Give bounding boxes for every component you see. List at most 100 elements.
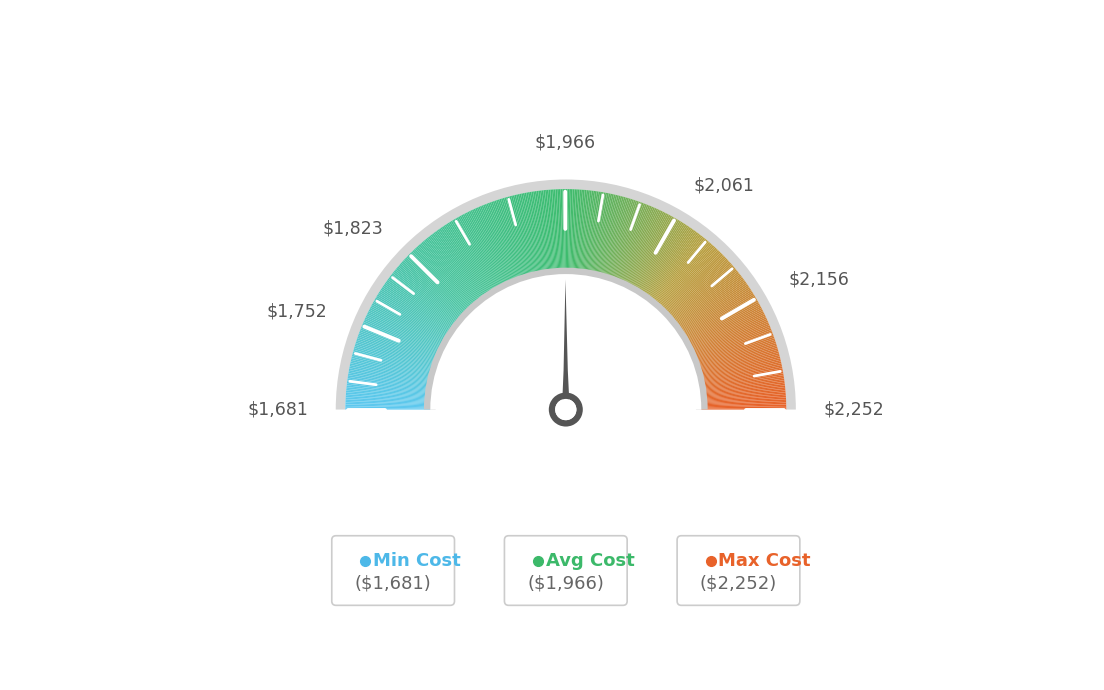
Wedge shape: [698, 362, 782, 381]
Wedge shape: [607, 200, 636, 281]
Wedge shape: [673, 276, 742, 328]
Wedge shape: [683, 300, 758, 344]
Wedge shape: [383, 284, 455, 333]
Wedge shape: [644, 229, 694, 299]
Wedge shape: [506, 197, 530, 279]
Wedge shape: [470, 210, 508, 288]
Wedge shape: [418, 244, 476, 308]
Wedge shape: [592, 193, 611, 277]
Wedge shape: [626, 213, 666, 289]
Wedge shape: [691, 324, 769, 357]
Wedge shape: [349, 368, 433, 385]
Wedge shape: [601, 197, 624, 279]
Wedge shape: [466, 213, 506, 289]
Wedge shape: [654, 242, 710, 307]
Text: ($1,966): ($1,966): [528, 575, 604, 593]
Text: $2,252: $2,252: [824, 401, 884, 419]
Wedge shape: [424, 268, 708, 410]
Wedge shape: [693, 335, 774, 364]
Wedge shape: [389, 277, 457, 329]
Wedge shape: [662, 255, 724, 315]
Wedge shape: [349, 370, 433, 386]
Wedge shape: [700, 373, 784, 388]
Wedge shape: [627, 213, 668, 289]
Wedge shape: [701, 403, 786, 406]
Wedge shape: [565, 189, 567, 274]
Wedge shape: [643, 228, 692, 299]
Wedge shape: [358, 335, 438, 364]
Wedge shape: [686, 306, 762, 347]
Wedge shape: [445, 224, 492, 296]
Wedge shape: [692, 328, 772, 361]
Wedge shape: [469, 210, 507, 288]
Wedge shape: [624, 210, 661, 288]
Wedge shape: [576, 190, 585, 275]
Wedge shape: [546, 190, 555, 275]
Wedge shape: [511, 195, 533, 278]
Wedge shape: [591, 193, 607, 277]
Wedge shape: [669, 266, 734, 322]
Wedge shape: [701, 404, 786, 407]
Wedge shape: [455, 218, 499, 293]
Wedge shape: [348, 375, 432, 389]
Wedge shape: [693, 333, 773, 364]
Wedge shape: [559, 189, 563, 274]
Wedge shape: [347, 384, 432, 395]
Wedge shape: [359, 333, 438, 364]
Wedge shape: [372, 304, 447, 345]
Wedge shape: [399, 265, 464, 322]
Wedge shape: [527, 193, 542, 276]
Wedge shape: [701, 395, 786, 402]
Wedge shape: [364, 319, 443, 355]
Wedge shape: [415, 248, 474, 310]
Wedge shape: [684, 304, 760, 345]
Wedge shape: [666, 261, 730, 319]
Wedge shape: [385, 282, 456, 332]
Wedge shape: [698, 357, 781, 378]
Wedge shape: [424, 239, 479, 306]
Wedge shape: [354, 346, 436, 372]
Wedge shape: [679, 287, 750, 335]
Wedge shape: [518, 194, 538, 277]
Wedge shape: [696, 348, 778, 373]
Wedge shape: [587, 192, 602, 276]
Wedge shape: [694, 339, 775, 368]
Wedge shape: [633, 218, 677, 293]
Wedge shape: [618, 206, 654, 285]
Wedge shape: [521, 193, 540, 277]
Wedge shape: [431, 235, 484, 302]
Wedge shape: [336, 179, 796, 410]
Wedge shape: [461, 215, 502, 290]
Wedge shape: [346, 395, 431, 402]
Wedge shape: [452, 219, 497, 293]
Wedge shape: [700, 375, 784, 389]
Wedge shape: [700, 385, 785, 396]
Wedge shape: [514, 195, 535, 278]
Wedge shape: [346, 406, 431, 408]
Wedge shape: [502, 198, 528, 279]
Wedge shape: [375, 297, 449, 342]
Wedge shape: [471, 209, 509, 287]
Wedge shape: [606, 199, 633, 280]
Text: $1,752: $1,752: [267, 302, 328, 320]
Wedge shape: [593, 194, 613, 277]
Wedge shape: [390, 276, 458, 328]
Wedge shape: [686, 308, 762, 348]
Wedge shape: [360, 328, 439, 361]
Wedge shape: [701, 397, 786, 403]
Wedge shape: [629, 215, 670, 290]
Wedge shape: [449, 221, 495, 295]
Wedge shape: [623, 209, 660, 287]
Wedge shape: [384, 283, 455, 333]
Wedge shape: [360, 330, 439, 362]
Wedge shape: [561, 189, 564, 274]
Wedge shape: [442, 226, 490, 297]
Wedge shape: [347, 388, 431, 398]
Wedge shape: [411, 251, 471, 313]
Wedge shape: [373, 300, 448, 344]
Wedge shape: [495, 200, 523, 282]
Wedge shape: [425, 239, 480, 305]
Wedge shape: [492, 201, 522, 282]
Wedge shape: [528, 192, 543, 276]
Wedge shape: [550, 190, 558, 275]
